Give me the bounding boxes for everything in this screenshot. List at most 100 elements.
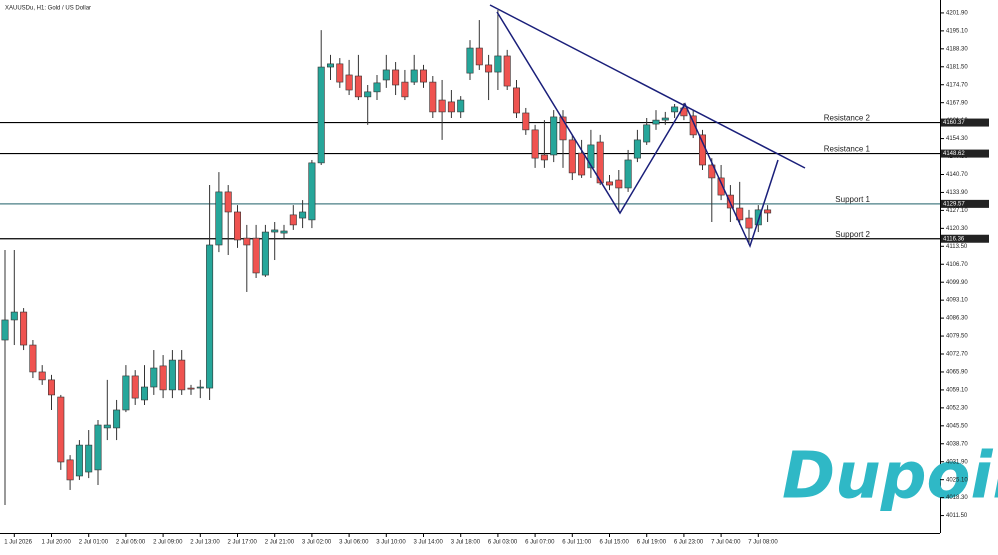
y-tick-label: 4140.70 [946,172,968,178]
x-tick-label: 6 Jul 03:00 [488,540,518,546]
level-label: Support 1 [835,195,870,204]
candle-body [224,191,232,213]
candle-body [1,319,9,341]
candle-body [643,124,651,143]
candle-body [596,141,604,184]
candle-body [754,209,762,226]
trendlines [489,4,806,249]
candle-body [289,214,297,226]
candle-body [141,386,149,401]
x-tick-label: 6 Jul 19:00 [637,540,667,546]
y-tick-label: 4181.50 [946,64,968,70]
candle-body [299,211,307,219]
candle-body [38,371,46,381]
trendline [489,4,806,169]
y-tick-label: 4120.30 [946,226,968,232]
candle-body [178,359,186,391]
candle-body [698,134,706,166]
candle-body [764,209,772,214]
x-tick-label: 1 Jul 2026 [4,540,32,546]
candle-body [587,144,595,169]
candle-body [429,81,437,113]
x-tick-label: 2 Jul 17:00 [228,540,258,546]
candle-body [745,217,753,229]
candle-body [559,116,567,141]
candle-body [243,237,251,246]
x-tick-label: 2 Jul 21:00 [265,540,295,546]
candle-body [736,207,744,221]
candle-body [354,75,362,98]
price-tag-label: 4129.57 [943,201,965,207]
y-tick-label: 4174.70 [946,82,968,88]
candle-body [113,409,121,429]
x-tick-label: 3 Jul 14:00 [414,540,444,546]
y-tick-label: 4018.30 [946,495,968,501]
candle-body [122,375,130,411]
candle-body [10,311,18,321]
price-tag [941,234,989,243]
candle-body [364,91,372,98]
x-tick-label: 3 Jul 10:00 [376,540,406,546]
y-tick-label: 4093.10 [946,298,968,304]
candle-body [75,444,83,477]
candle-body [438,99,446,113]
y-tick-label: 4154.30 [946,136,968,142]
candle-body [661,117,669,121]
y-tick-label: 4133.90 [946,190,968,196]
price-tag [941,118,989,127]
candle-body [261,231,269,276]
x-tick-label: 3 Jul 02:00 [302,540,332,546]
candle-body [271,229,279,233]
candle-body [512,87,520,114]
zigzag [496,11,779,249]
y-tick-label: 4059.10 [946,387,968,393]
candle-body [234,211,242,241]
y-tick-label: 4167.90 [946,100,968,106]
price-tag-label: 4116.36 [943,236,965,242]
candle-body [689,115,697,136]
y-tick-label: 4201.90 [946,10,968,16]
candle-body [94,424,102,471]
candle-body [447,101,455,113]
candle-body [345,74,353,91]
candle-body [103,424,111,429]
candle-body [568,139,576,174]
candle-body [485,64,493,73]
candle-body [336,63,344,83]
y-tick-label: 4099.90 [946,280,968,286]
candle-body [57,396,65,463]
x-tick-label: 6 Jul 15:00 [600,540,630,546]
x-tick-label: 6 Jul 07:00 [525,540,555,546]
candle-body [66,459,74,481]
price-tag-label: 4148.62 [943,151,965,157]
candle-body [503,55,511,87]
x-tick-label: 2 Jul 01:00 [79,540,109,546]
y-tick-label: 4086.30 [946,316,968,322]
x-tick-label: 3 Jul 18:00 [451,540,481,546]
candle-body [401,81,409,98]
level-label: Resistance 1 [824,145,871,154]
candle-body [410,69,418,83]
candle-body [633,139,641,159]
candle-body [150,367,158,388]
candle-body [494,55,502,73]
candle-body [475,47,483,66]
y-tick-label: 4045.50 [946,423,968,429]
x-tick-label: 7 Jul 08:00 [748,540,778,546]
candle-body [326,63,334,68]
candle-body [540,154,548,161]
candle-body [29,344,37,373]
candle-body [605,181,613,186]
candle-body [187,387,195,390]
level-label: Support 2 [835,230,870,239]
y-tick-label: 4052.30 [946,405,968,411]
y-tick-label: 4031.90 [946,459,968,465]
candle-body [615,179,623,189]
y-tick-label: 4025.10 [946,477,968,483]
y-tick-label: 4195.10 [946,28,968,34]
candle-body [522,112,530,131]
y-tick-label: 4127.10 [946,208,968,214]
y-tick-label: 4188.30 [946,46,968,52]
x-tick-label: 7 Jul 04:00 [711,540,741,546]
candle-body [466,47,474,74]
